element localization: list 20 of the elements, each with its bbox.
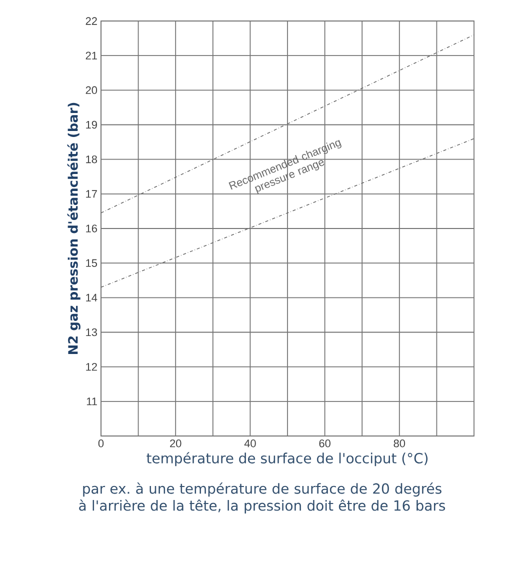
y-tick-label: 15 bbox=[86, 259, 98, 267]
y-tick-label: 21 bbox=[86, 52, 97, 60]
y-tick-label: 14 bbox=[86, 294, 98, 302]
y-axis-title: N2 gaz pression d'étanchéité (bar) bbox=[67, 102, 80, 354]
y-tick-label: 17 bbox=[86, 190, 97, 198]
y-tick-label: 18 bbox=[86, 155, 97, 164]
y-tick-label: 22 bbox=[86, 17, 97, 25]
y-tick-label: 16 bbox=[86, 224, 97, 232]
y-tick-label: 12 bbox=[86, 363, 97, 371]
y-tick-label: 19 bbox=[86, 120, 97, 129]
y-tick-label: 13 bbox=[86, 328, 97, 336]
y-tick-label: 20 bbox=[86, 86, 98, 94]
x-tick-label: 80 bbox=[394, 440, 406, 448]
x-tick-label: 0 bbox=[98, 440, 104, 448]
x-tick-label: 60 bbox=[319, 440, 330, 448]
x-tick-label: 40 bbox=[244, 440, 256, 448]
x-tick-label: 20 bbox=[170, 440, 182, 448]
y-tick-label: 11 bbox=[86, 398, 97, 406]
text: par ex. à une température de surface de 20 degrés à l'arrière de la tête, la pression doit être de 16 bars bbox=[79, 482, 446, 514]
x-axis-title: température de surface de l'occiput (°C) bbox=[146, 452, 428, 466]
